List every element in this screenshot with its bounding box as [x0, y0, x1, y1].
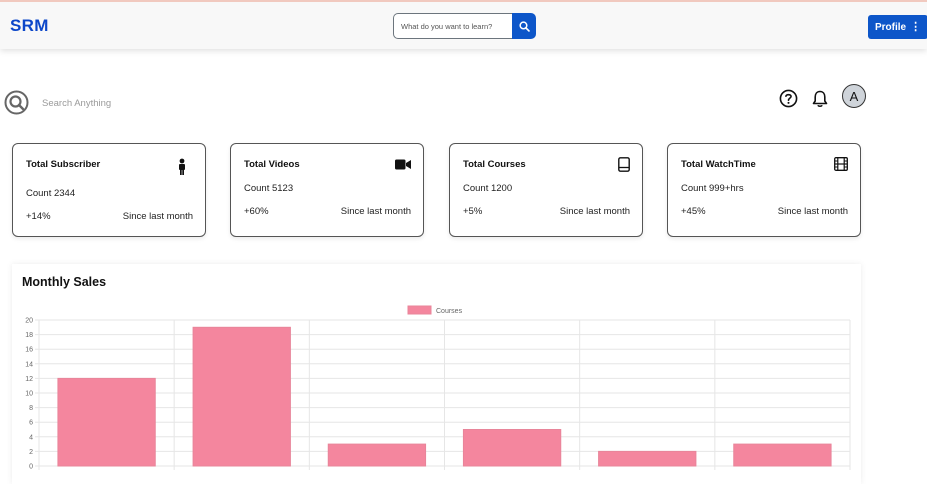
y-axis-ticks: 0 2 4 6 8 10 12 14 16 18 20	[25, 318, 33, 471]
card-title: Total Videos	[244, 159, 300, 170]
stat-card-courses: Total Courses Count 1200 +5% Since last …	[449, 143, 643, 237]
legend-label: Courses	[436, 308, 463, 315]
chart-legend: Courses	[407, 305, 463, 315]
y-tick-label: 12	[25, 376, 33, 383]
card-since: Since last month	[122, 211, 193, 222]
book-icon	[618, 157, 630, 172]
top-search	[393, 13, 536, 39]
card-since: Since last month	[559, 206, 630, 217]
stat-card-subscriber: Total Subscriber Count 2344 +14% Since l…	[12, 143, 206, 237]
course-search-input[interactable]	[393, 13, 512, 39]
legend-swatch[interactable]	[407, 305, 432, 315]
y-tick-label: 14	[25, 361, 33, 368]
card-count: Count 999+hrs	[681, 183, 744, 194]
bell-icon[interactable]	[811, 89, 829, 108]
stat-card-videos: Total Videos Count 5123 +60% Since last …	[230, 143, 424, 237]
card-since: Since last month	[340, 206, 411, 217]
bar-courses-1[interactable]	[192, 326, 291, 467]
card-change: +60%	[244, 206, 269, 217]
chart-grid	[35, 319, 851, 470]
card-change: +5%	[463, 206, 483, 217]
bar-courses-5[interactable]	[733, 443, 832, 467]
y-tick-label: 6	[29, 420, 33, 427]
card-change: +14%	[26, 211, 51, 222]
y-tick-label: 20	[25, 318, 33, 325]
search-anything-bar	[4, 89, 264, 117]
card-change: +45%	[681, 206, 706, 217]
bar-courses-3[interactable]	[462, 429, 562, 467]
y-tick-label: 18	[25, 332, 33, 339]
monthly-sales-chart: 0 2 4 6 8 10 12 14 16 18 20 Courses	[25, 305, 851, 471]
y-tick-label: 16	[25, 347, 33, 354]
magnifier-icon[interactable]	[4, 90, 30, 116]
y-tick-label: 4	[29, 434, 33, 441]
help-icon[interactable]	[779, 89, 798, 108]
y-tick-label: 2	[29, 449, 33, 456]
bar-courses-2[interactable]	[327, 443, 427, 467]
chart-bars	[57, 326, 832, 467]
bar-courses-4[interactable]	[598, 450, 697, 467]
profile-label: Profile	[874, 21, 907, 33]
stat-card-watchtime: Total WatchTime Count 999+hrs +45% Since…	[667, 143, 861, 237]
kebab-menu-icon: ⋮	[910, 20, 922, 33]
search-button[interactable]	[512, 13, 536, 39]
card-since: Since last month	[777, 206, 848, 217]
card-count: Count 1200	[463, 183, 513, 194]
bar-courses-0[interactable]	[57, 377, 156, 467]
search-icon	[518, 20, 530, 32]
card-title: Total Courses	[463, 159, 526, 170]
panel-title: Monthly Sales	[22, 275, 107, 289]
monthly-sales-panel: Monthly Sales 0 2 4 6 8 10 12 14 16 18 20 Courses	[12, 264, 861, 484]
search-anything-input[interactable]	[42, 97, 242, 109]
profile-button[interactable]: Profile ⋮	[868, 15, 927, 39]
user-avatar[interactable]: A	[842, 84, 866, 108]
card-count: Count 5123	[244, 183, 294, 194]
card-count: Count 2344	[26, 188, 76, 199]
y-tick-label: 10	[25, 391, 33, 398]
top-navbar: SRM Profile ⋮	[0, 0, 927, 49]
film-icon	[834, 157, 848, 171]
person-icon	[179, 158, 185, 175]
card-title: Total WatchTime	[681, 159, 756, 170]
y-tick-label: 0	[29, 464, 33, 471]
brand-logo[interactable]: SRM	[10, 16, 49, 35]
card-title: Total Subscriber	[26, 159, 101, 170]
y-tick-label: 8	[29, 405, 33, 412]
video-camera-icon	[395, 159, 411, 170]
